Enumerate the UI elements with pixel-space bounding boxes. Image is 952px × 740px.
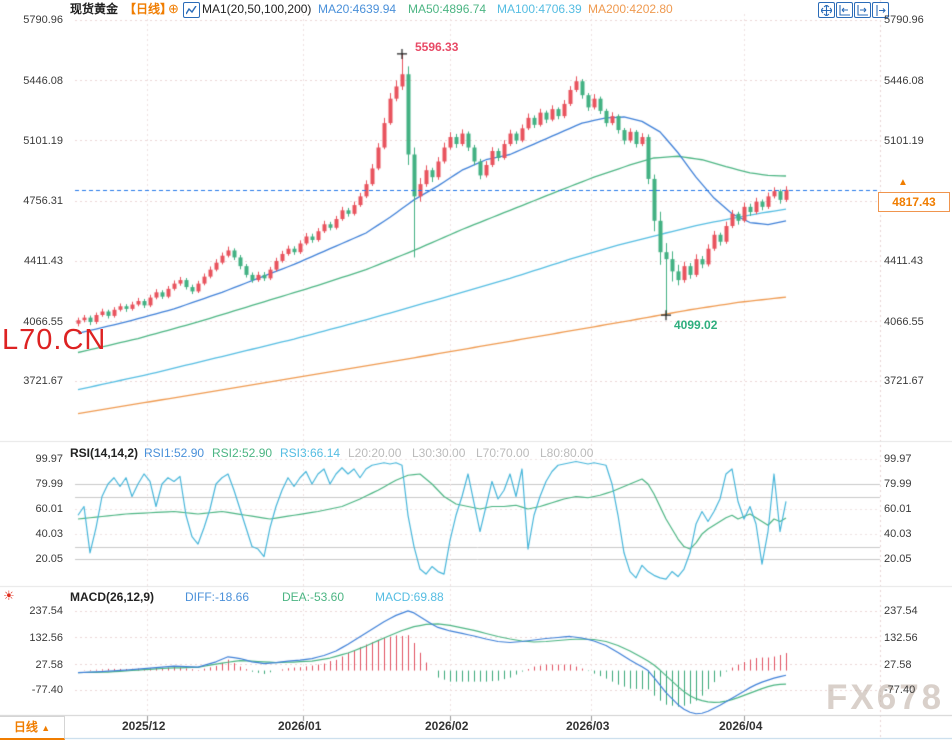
rsi-l80-label: L80:80.00 xyxy=(540,446,594,460)
ma20-value: MA20:4639.94 xyxy=(318,2,397,16)
rsi1-value: RSI1:52.90 xyxy=(144,446,205,460)
macd-axis-right-0: 237.54 xyxy=(884,605,918,617)
rsi-axis-left-4: 20.05 xyxy=(35,553,63,565)
macd-axis-left-3: -77.40 xyxy=(31,684,63,696)
rsi-axis-right-2: 60.01 xyxy=(884,503,912,515)
price-axis-left-0: 5790.96 xyxy=(23,14,63,26)
macd-axis-left-2: 27.58 xyxy=(35,659,63,671)
rsi-axis-left-1: 79.99 xyxy=(35,478,63,490)
current-price-tag: 4817.43 xyxy=(878,192,950,212)
timeframe-selector[interactable]: 日线 ▲ xyxy=(0,716,65,740)
macd-axis-left-1: 132.56 xyxy=(29,632,63,644)
sun-marker-icon[interactable]: ☀ xyxy=(3,588,15,603)
macd-axis-left-0: 237.54 xyxy=(29,605,63,617)
price-axis-left-2: 5101.19 xyxy=(23,135,63,147)
rsi-axis-right-3: 40.03 xyxy=(884,528,912,540)
timeframe-label: 日线 xyxy=(13,720,38,734)
date-label-1: 2026/01 xyxy=(278,719,322,733)
add-indicator-icon[interactable]: ⊕ xyxy=(168,1,179,16)
price-axis-right-4: 4411.43 xyxy=(884,255,923,267)
ma200-value: MA200:4202.80 xyxy=(588,2,673,16)
date-label-2: 2026/02 xyxy=(425,719,469,733)
date-label-3: 2026/03 xyxy=(566,719,610,733)
macd-axis-right-3: -77.40 xyxy=(884,684,916,696)
date-label-0: 2025/12 xyxy=(122,719,166,733)
price-axis-left-3: 4756.31 xyxy=(23,195,63,207)
macd-value: MACD:69.88 xyxy=(375,590,444,604)
price-axis-left-1: 5446.08 xyxy=(23,75,63,87)
watermark-left: L70.CN xyxy=(2,324,107,356)
date-label-4: 2026/04 xyxy=(719,719,763,733)
line-chart-icon[interactable] xyxy=(183,2,200,18)
period-label[interactable]: 【日线】 xyxy=(124,2,173,16)
price-axis-right-2: 5101.19 xyxy=(884,135,924,147)
price-axis-left-6: 3721.67 xyxy=(23,375,63,387)
timeframe-caret-icon: ▲ xyxy=(41,723,51,733)
ma50-value: MA50:4896.74 xyxy=(408,2,487,16)
symbol-title: 现货黄金 xyxy=(70,2,119,16)
low-annotation: 4099.02 xyxy=(674,318,718,332)
rsi-axis-left-2: 60.01 xyxy=(35,503,63,515)
price-axis-right-1: 5446.08 xyxy=(884,75,924,87)
macd-diff-value: DIFF:-18.66 xyxy=(185,590,250,604)
fit-right-icon[interactable] xyxy=(854,2,871,18)
rsi-axis-left-3: 40.03 xyxy=(35,528,63,540)
move-icon[interactable] xyxy=(818,2,835,18)
high-annotation: 5596.33 xyxy=(415,40,459,54)
rsi-axis-left-0: 99.97 xyxy=(35,453,63,465)
rsi2-value: RSI2:52.90 xyxy=(212,446,273,460)
pan-right-icon[interactable] xyxy=(872,2,889,18)
rsi-l20-label: L20:20.00 xyxy=(348,446,402,460)
rsi-axis-right-4: 20.05 xyxy=(884,553,912,565)
rsi-axis-right-0: 99.97 xyxy=(884,453,912,465)
macd-dea-value: DEA:-53.60 xyxy=(282,590,345,604)
rsi3-value: RSI3:66.14 xyxy=(280,446,341,460)
rsi-l70-label: L70:70.00 xyxy=(476,446,530,460)
watermark-right: FX678 xyxy=(826,678,945,717)
rsi-axis-right-1: 79.99 xyxy=(884,478,912,490)
ma100-value: MA100:4706.39 xyxy=(497,2,582,16)
price-axis-left-4: 4411.43 xyxy=(24,255,63,267)
rsi-l30-label: L30:30.00 xyxy=(412,446,466,460)
macd-axis-right-2: 27.58 xyxy=(884,659,912,671)
macd-axis-right-1: 132.56 xyxy=(884,632,918,644)
price-axis-right-5: 4066.55 xyxy=(884,316,924,328)
price-axis-right-0: 5790.96 xyxy=(884,14,924,26)
fit-left-icon[interactable] xyxy=(836,2,853,18)
price-axis-right-6: 3721.67 xyxy=(884,375,924,387)
ma-indicator-label: MA1(20,50,100,200) xyxy=(202,2,312,16)
price-up-arrow-icon: ▲ xyxy=(898,177,908,188)
rsi-indicator-label[interactable]: RSI(14,14,2) xyxy=(70,446,139,460)
macd-indicator-label[interactable]: MACD(26,12,9) xyxy=(70,590,155,604)
price-axis-left-5: 4066.55 xyxy=(23,316,63,328)
